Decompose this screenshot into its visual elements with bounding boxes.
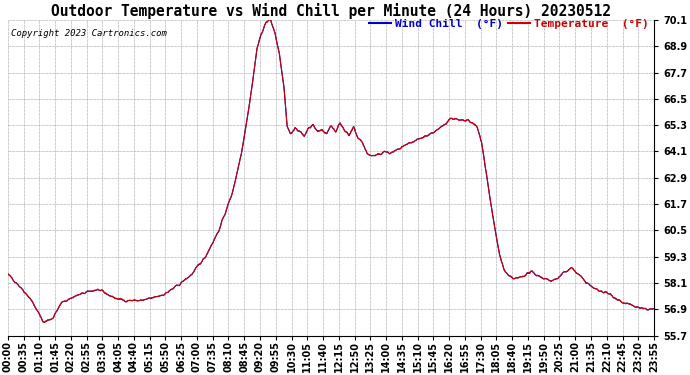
Text: Copyright 2023 Cartronics.com: Copyright 2023 Cartronics.com bbox=[11, 29, 167, 38]
Legend: Wind Chill  (°F), Temperature  (°F): Wind Chill (°F), Temperature (°F) bbox=[369, 19, 649, 29]
Title: Outdoor Temperature vs Wind Chill per Minute (24 Hours) 20230512: Outdoor Temperature vs Wind Chill per Mi… bbox=[51, 3, 611, 19]
